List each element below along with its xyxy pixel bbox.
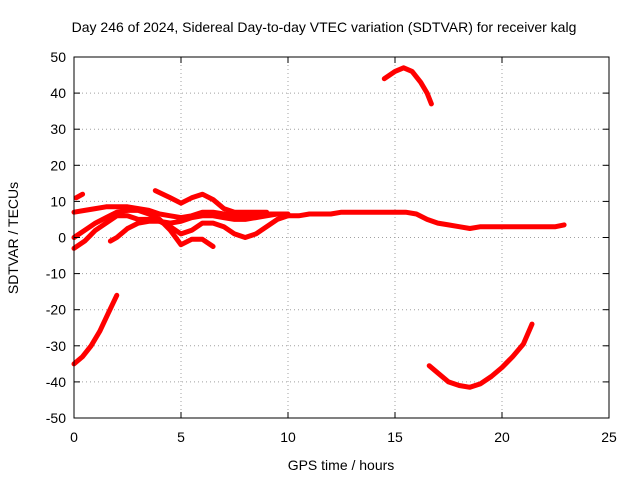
y-tick-label: 30 (50, 121, 66, 137)
series-arc-9 (426, 321, 535, 390)
y-tick-label: -20 (46, 302, 66, 318)
y-tick-label: -10 (46, 266, 66, 282)
series-arc-5 (107, 211, 291, 244)
grid-layer (74, 57, 609, 418)
chart-title: Day 246 of 2024, Sidereal Day-to-day VTE… (72, 19, 577, 35)
y-tick-label: -30 (46, 338, 66, 354)
series-arc-8 (71, 292, 120, 367)
x-tick-label: 10 (280, 429, 296, 445)
y-tick-label: 50 (50, 49, 66, 65)
x-tick-label: 15 (387, 429, 403, 445)
x-axis-label: GPS time / hours (288, 457, 395, 473)
y-tick-label: -50 (46, 410, 66, 426)
y-tick-label: -40 (46, 374, 66, 390)
y-tick-label: 10 (50, 193, 66, 209)
series-layer (71, 65, 567, 390)
x-tick-label: 0 (70, 429, 78, 445)
series-arc-7 (381, 65, 434, 107)
series-arc-6 (152, 188, 270, 215)
tick-layer: 0 5 10 15 20 25 -50 -40 -30 -20 -10 0 10 20 30 40 50 (46, 49, 617, 445)
y-axis-label: SDTVAR / TECUs (5, 182, 21, 294)
series-arc-1 (73, 191, 86, 201)
y-tick-label: 0 (58, 230, 66, 246)
series-arc-2 (71, 204, 567, 231)
y-tick-label: 20 (50, 157, 66, 173)
x-tick-label: 25 (601, 429, 617, 445)
x-tick-label: 5 (177, 429, 185, 445)
y-tick-label: 40 (50, 85, 66, 101)
x-tick-label: 20 (494, 429, 510, 445)
series-arc-4 (71, 207, 216, 249)
series-arc-3 (71, 213, 291, 251)
